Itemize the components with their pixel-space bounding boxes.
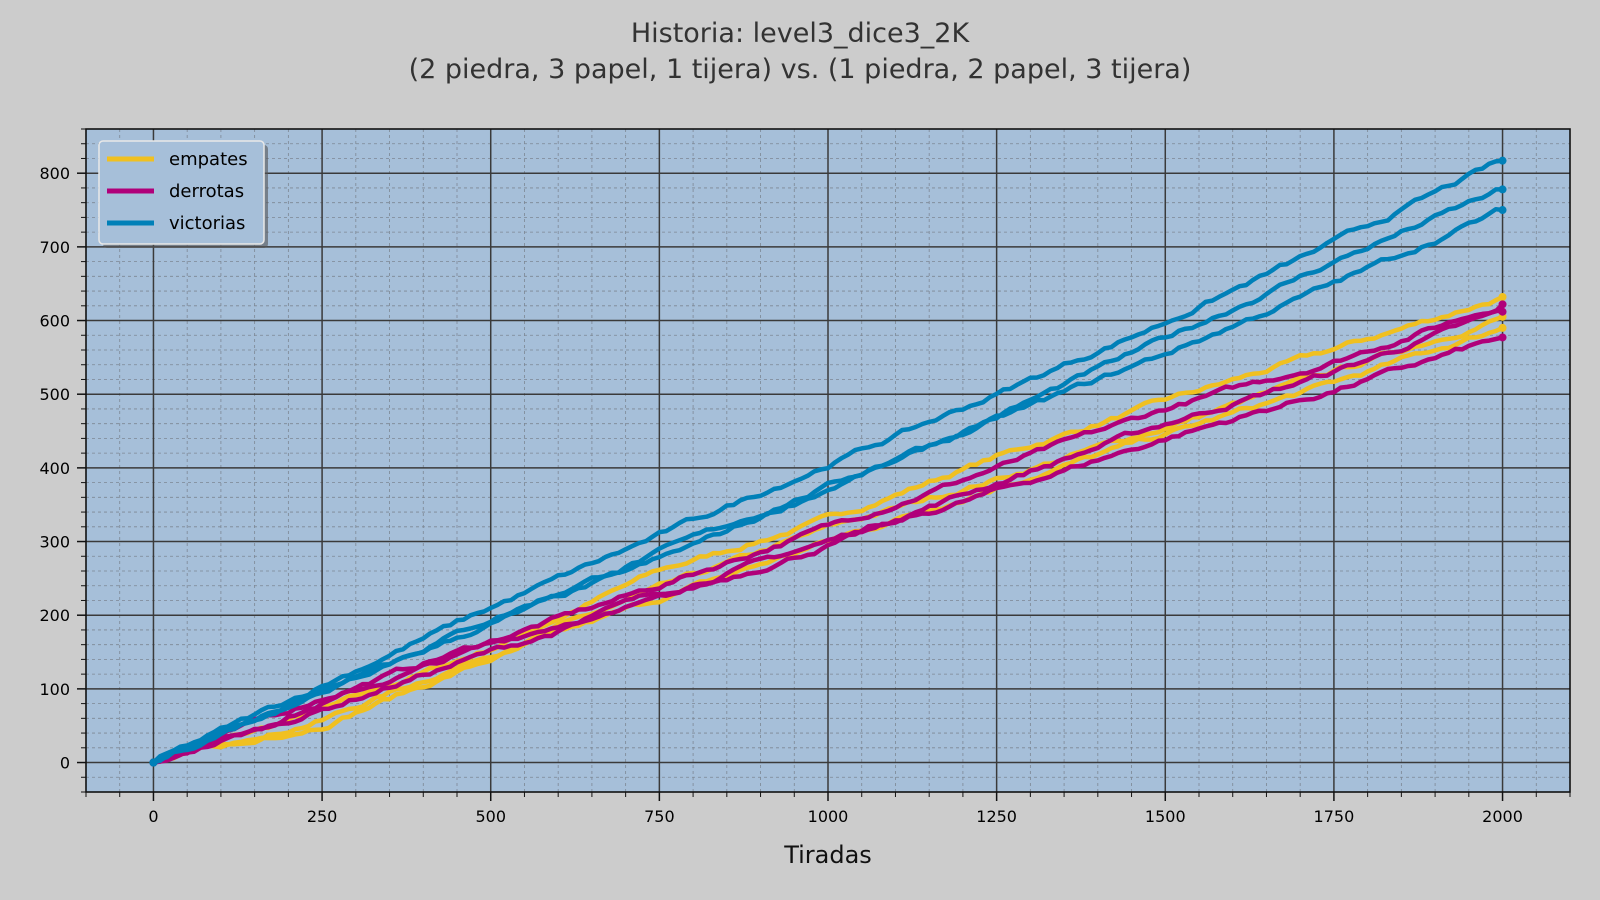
- legend: empates derrotas victorias: [98, 140, 268, 248]
- series-layer: [149, 156, 1507, 767]
- ticks-layer: 0 250 500 750 1000 1250 1500 1750 2000 0 100 200 300…: [39, 128, 1571, 826]
- legend-label-derrotas: derrotas: [169, 181, 244, 202]
- y-tick-label: 0: [60, 754, 70, 773]
- victorias-line-1: [151, 158, 1503, 765]
- victorias-end-point-3: [1498, 206, 1507, 215]
- y-tick-label: 500: [39, 385, 70, 404]
- x-tick-label: 1000: [808, 807, 849, 826]
- x-axis-label: Tiradas: [783, 841, 872, 869]
- y-tick-label: 800: [39, 164, 70, 183]
- y-tick-label: 400: [39, 459, 70, 478]
- empates-end-point-1: [1498, 292, 1507, 301]
- x-tick-label: 1500: [1145, 807, 1186, 826]
- x-tick-label: 750: [644, 807, 675, 826]
- y-tick-label: 600: [39, 312, 70, 331]
- y-tick-label: 200: [39, 606, 70, 625]
- x-tick-label: 1750: [1314, 807, 1355, 826]
- victorias-end-point-1: [1498, 156, 1507, 165]
- x-tick-label: 250: [307, 807, 338, 826]
- victorias-end-point-2: [1498, 185, 1507, 194]
- derrotas-line-1: [153, 302, 1505, 765]
- y-tick-label: 300: [39, 533, 70, 552]
- legend-label-empates: empates: [169, 149, 248, 170]
- derrotas-line-3: [153, 335, 1503, 765]
- x-tick-label: 2000: [1482, 807, 1523, 826]
- victorias-start-point-3: [149, 758, 158, 767]
- derrotas-line-2: [152, 308, 1503, 765]
- derrotas-end-point-1: [1498, 300, 1507, 309]
- x-tick-label: 0: [148, 807, 158, 826]
- empates-end-point-3: [1498, 323, 1507, 332]
- derrotas-end-point-3: [1498, 333, 1507, 342]
- victorias-line-2: [152, 187, 1503, 765]
- derrotas-end-point-2: [1498, 307, 1507, 316]
- y-tick-label: 700: [39, 238, 70, 257]
- victorias-line-3: [152, 206, 1503, 765]
- chart-title: Historia: level3_dice3_2K: [631, 18, 971, 49]
- legend-box: [98, 140, 265, 245]
- x-tick-label: 1250: [976, 807, 1017, 826]
- legend-label-victorias: victorias: [169, 213, 245, 234]
- x-tick-label: 500: [475, 807, 506, 826]
- y-tick-label: 100: [39, 680, 70, 699]
- chart-subtitle: (2 piedra, 3 papel, 1 tijera) vs. (1 pie…: [409, 54, 1192, 85]
